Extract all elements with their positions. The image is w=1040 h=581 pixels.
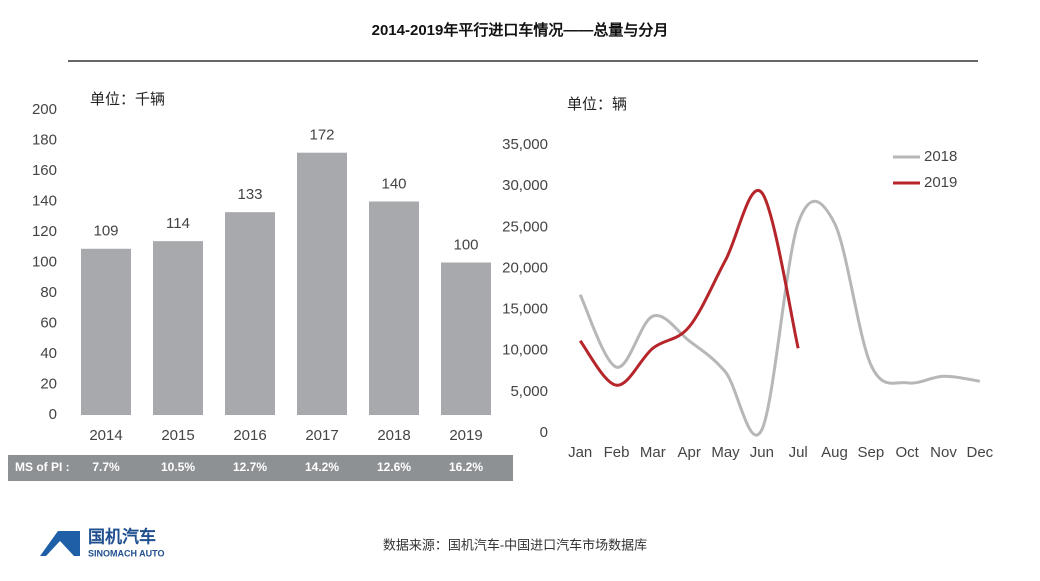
bar-value-label: 172 xyxy=(309,127,334,144)
share-value: 7.7% xyxy=(92,460,120,474)
x-tick-label: Jun xyxy=(750,444,774,461)
y-tick-label: 10,000 xyxy=(502,342,548,359)
share-value: 16.2% xyxy=(449,460,483,474)
source-note: 数据来源：国机汽车-中国进口汽车市场数据库 xyxy=(383,537,647,552)
x-tick-label: Mar xyxy=(640,444,666,461)
bar-value-label: 100 xyxy=(453,236,478,253)
y-tick-label: 60 xyxy=(40,314,57,331)
y-tick-label: 30,000 xyxy=(502,177,548,194)
x-tick-label: Nov xyxy=(930,444,957,461)
x-tick-label: May xyxy=(711,444,740,461)
share-value: 14.2% xyxy=(305,460,339,474)
share-value: 12.7% xyxy=(233,460,267,474)
x-tick-label: Feb xyxy=(604,444,630,461)
unit-label: 单位：辆 xyxy=(567,96,627,113)
line-series xyxy=(578,188,800,387)
y-tick-label: 0 xyxy=(540,424,548,441)
bar-value-label: 133 xyxy=(237,186,262,203)
y-tick-label: 15,000 xyxy=(502,301,548,318)
y-tick-label: 5,000 xyxy=(510,383,548,400)
x-tick-label: 2015 xyxy=(161,427,194,444)
page-title: 2014-2019年平行进口车情况——总量与分月 xyxy=(372,21,669,39)
y-tick-label: 200 xyxy=(32,101,57,118)
x-tick-label: Jul xyxy=(789,444,808,461)
x-tick-label: Jan xyxy=(568,444,592,461)
y-tick-label: 120 xyxy=(32,223,57,240)
share-value: 12.6% xyxy=(377,460,411,474)
bar xyxy=(441,262,491,415)
bar-value-label: 109 xyxy=(93,223,118,240)
y-tick-label: 80 xyxy=(40,284,57,301)
legend-label: 2018 xyxy=(924,148,957,165)
y-tick-label: 160 xyxy=(32,162,57,179)
bar xyxy=(225,212,275,415)
x-tick-label: 2014 xyxy=(89,427,122,444)
x-tick-label: Aug xyxy=(821,444,848,461)
x-tick-label: 2018 xyxy=(377,427,410,444)
bar-value-label: 140 xyxy=(381,175,406,192)
y-tick-label: 180 xyxy=(32,131,57,148)
y-tick-label: 25,000 xyxy=(502,218,548,235)
x-tick-label: Dec xyxy=(966,444,993,461)
logo: 国机汽车 SINOMACH AUTO xyxy=(40,526,165,558)
y-tick-label: 0 xyxy=(49,406,57,423)
logo-english: SINOMACH AUTO xyxy=(88,548,165,558)
share-row-label: MS of PI : xyxy=(15,460,70,474)
x-tick-label: Oct xyxy=(895,444,919,461)
x-tick-label: Apr xyxy=(677,444,700,461)
y-tick-label: 40 xyxy=(40,345,57,362)
x-tick-label: 2016 xyxy=(233,427,266,444)
share-row-band xyxy=(8,455,513,481)
unit-label: 单位：千辆 xyxy=(90,91,165,108)
y-tick-label: 140 xyxy=(32,192,57,209)
logo-mark-cut xyxy=(46,541,74,556)
bar-value-label: 114 xyxy=(166,215,190,232)
y-tick-label: 35,000 xyxy=(502,136,548,153)
bar xyxy=(297,152,347,415)
logo-name: 国机汽车 xyxy=(88,526,156,546)
y-tick-label: 100 xyxy=(32,253,57,270)
y-tick-label: 20,000 xyxy=(502,259,548,276)
legend-label: 2019 xyxy=(924,174,957,191)
y-tick-label: 20 xyxy=(40,375,57,392)
bar xyxy=(369,201,419,415)
x-tick-label: 2019 xyxy=(449,427,482,444)
bar xyxy=(153,241,203,415)
x-tick-label: 2017 xyxy=(305,427,338,444)
x-tick-label: Sep xyxy=(857,444,884,461)
line-series xyxy=(578,199,981,437)
share-value: 10.5% xyxy=(161,460,195,474)
bar xyxy=(81,248,131,415)
